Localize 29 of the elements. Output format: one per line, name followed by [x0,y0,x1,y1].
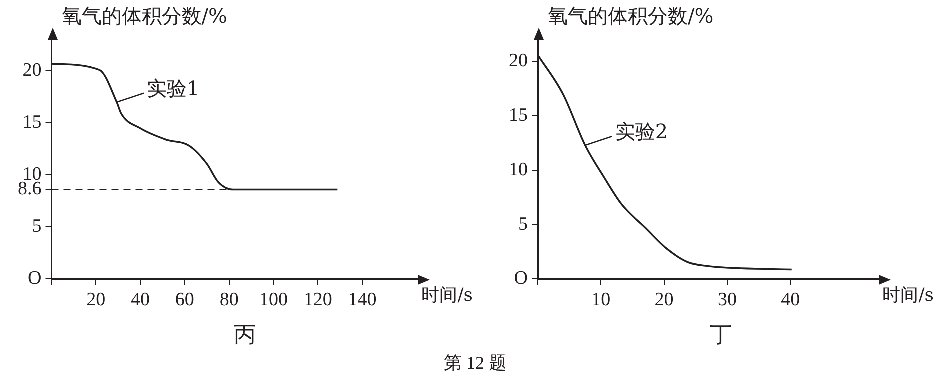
annotation: 实验1 [147,76,200,101]
x-tick-label: 120 [304,290,332,311]
y-tick-label: 5 [518,214,528,235]
x-axis-title: 时间/s [882,284,934,306]
x-tick-label: 100 [259,290,288,311]
x-tick-label: 10 [592,290,611,311]
y-tick-label: 20 [509,50,528,72]
y-tick-label: 20 [22,60,42,82]
x-axis-title: 时间/s [422,284,473,306]
text: 第 12 题 [443,352,508,375]
x-tick-label: 40 [781,290,800,311]
y-tick-label: 10 [509,159,528,180]
y-tick-label: 5 [32,216,42,238]
x-tick-label: 140 [348,290,377,311]
x-tick-label: 80 [220,290,239,311]
y-tick-label: O [28,268,42,290]
text: 丁 [709,321,733,349]
y-tick-label: O [514,268,528,290]
y-axis-title: 氧气的体积分数/% [62,4,228,28]
x-tick-label: 20 [654,290,674,311]
y-tick-label: 15 [22,112,42,134]
annotation: 实验2 [615,120,668,144]
y-axis-title: 氧气的体积分数/% [548,4,714,28]
x-tick-label: 20 [86,290,106,311]
text: 丙 [233,321,257,349]
y-tick-label: 15 [509,105,528,126]
x-tick-label: 40 [131,290,150,311]
x-tick-label: 30 [718,290,737,311]
x-tick-label: 60 [175,290,194,311]
